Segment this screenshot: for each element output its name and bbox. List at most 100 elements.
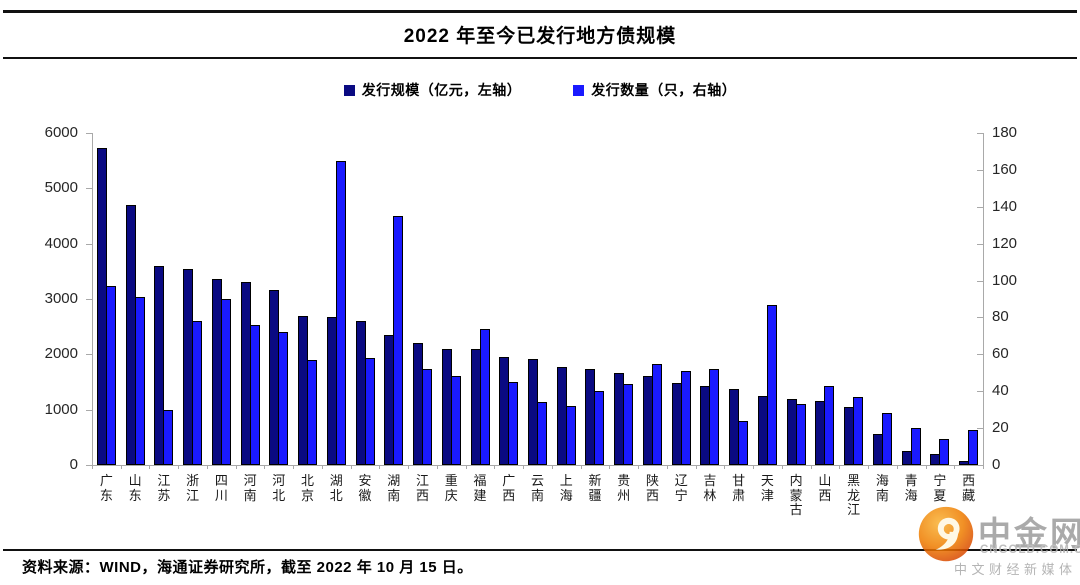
x-axis-category-label: 吉林 xyxy=(703,473,717,503)
y-axis-tick-label: 4000 xyxy=(44,234,78,252)
right-axis-tick xyxy=(977,133,983,134)
x-axis-tick xyxy=(264,465,266,469)
issuance-count-bar xyxy=(738,420,749,465)
issuance-count-bar xyxy=(220,299,231,465)
watermark-tagline: 中文财经新媒体 xyxy=(954,562,1077,577)
x-axis-category-label: 广东 xyxy=(99,473,113,503)
y-axis-tick xyxy=(86,299,92,300)
right-axis-tick xyxy=(977,243,983,245)
right-axis-tick-label: 80 xyxy=(992,308,1009,326)
x-axis-tick xyxy=(149,465,151,469)
x-axis-tick xyxy=(465,465,467,469)
issuance-count-bar xyxy=(450,376,461,465)
scale-series-swatch xyxy=(343,84,355,96)
x-axis-category-label: 山东 xyxy=(128,473,142,503)
x-axis-category-label: 福建 xyxy=(473,473,487,503)
y-axis-tick xyxy=(86,409,92,411)
issuance-count-bar xyxy=(278,332,289,465)
x-axis-tick xyxy=(896,465,898,469)
right-axis-tick xyxy=(977,354,983,356)
right-axis-tick xyxy=(977,428,983,430)
issuance-count-bar xyxy=(393,216,404,465)
issuance-count-bar xyxy=(910,428,921,465)
x-axis-category-label: 陕西 xyxy=(645,473,659,503)
issuance-count-bar xyxy=(163,409,174,465)
issuance-count-bar xyxy=(680,370,691,465)
x-axis-tick xyxy=(178,465,180,469)
legend-item-count: 发行数量（只，右轴） xyxy=(573,80,736,100)
chart: 6000 5000 4000 3000 2000 1000 0 180 160 140 120 100… xyxy=(0,124,1080,555)
x-axis-category-label: 宁夏 xyxy=(933,473,947,503)
issuance-count-bar xyxy=(105,286,116,465)
title-underline-rule xyxy=(3,57,1077,59)
issuance-count-bar xyxy=(594,391,605,465)
x-axis-category-label: 湖北 xyxy=(329,473,343,503)
x-axis-tick xyxy=(724,465,726,469)
x-axis-category-label: 内蒙古 xyxy=(789,473,803,518)
y-axis-tick-label: 3000 xyxy=(44,290,78,307)
x-axis-tick xyxy=(293,465,295,469)
x-axis-tick xyxy=(954,465,956,469)
x-axis-category-label: 贵州 xyxy=(617,473,631,503)
issuance-count-bar xyxy=(479,328,490,465)
right-axis-tick xyxy=(977,391,983,393)
legend-label-count: 发行数量（只，右轴） xyxy=(591,82,737,98)
right-axis-line xyxy=(983,133,984,466)
issuance-count-bar xyxy=(508,382,519,465)
issuance-count-bar xyxy=(537,402,547,465)
y-axis-tick xyxy=(86,243,92,245)
right-axis-tick xyxy=(977,317,983,319)
x-axis-tick xyxy=(695,465,697,469)
x-axis-line xyxy=(92,465,984,466)
legend: 发行规模（亿元，左轴） 发行数量（只，右轴） xyxy=(0,80,1080,100)
issuance-count-bar xyxy=(565,405,576,465)
x-axis-tick xyxy=(781,465,783,469)
x-axis-category-label: 海南 xyxy=(875,473,889,503)
x-axis-tick xyxy=(753,465,755,469)
issuance-count-bar xyxy=(335,160,346,465)
right-axis-tick-label: 40 xyxy=(992,382,1009,400)
issuance-count-bar xyxy=(766,304,777,465)
x-axis-tick xyxy=(408,465,410,469)
x-axis-tick xyxy=(235,465,237,469)
x-axis-tick xyxy=(436,465,438,469)
right-axis-tick xyxy=(977,206,983,208)
x-axis-tick xyxy=(925,465,927,469)
issuance-count-bar xyxy=(623,383,634,465)
x-axis-tick xyxy=(523,465,525,469)
x-axis-tick xyxy=(551,465,553,469)
x-axis-tick xyxy=(868,465,870,469)
issuance-count-bar xyxy=(307,359,318,465)
x-axis-category-label: 四川 xyxy=(214,473,228,503)
watermark-domain: CNGOLD.COM.CN xyxy=(980,544,1080,556)
issuance-count-bar xyxy=(422,369,433,465)
issuance-count-bar xyxy=(134,297,145,465)
legend-label-scale: 发行规模（亿元，左轴） xyxy=(361,82,522,98)
right-axis-tick-label: 140 xyxy=(992,197,1018,215)
issuance-count-bar xyxy=(853,396,864,465)
x-axis-tick xyxy=(92,465,93,469)
right-axis-tick-label: 20 xyxy=(992,419,1009,437)
count-series-swatch xyxy=(573,84,585,96)
y-axis-tick-label: 0 xyxy=(69,456,78,473)
x-axis-category-label: 河南 xyxy=(243,473,257,503)
y-axis-tick xyxy=(86,354,92,356)
y-axis-tick xyxy=(86,465,92,466)
x-axis-tick xyxy=(983,465,984,469)
issuance-count-bar xyxy=(968,429,979,465)
issuance-count-bar xyxy=(824,385,835,465)
issuance-count-bar xyxy=(709,369,720,465)
right-axis-tick-label: 120 xyxy=(992,234,1018,252)
x-axis-tick xyxy=(350,465,352,469)
x-axis-tick xyxy=(321,465,323,469)
x-axis-tick xyxy=(379,465,381,469)
y-axis-tick-label: 2000 xyxy=(44,345,78,363)
issuance-count-bar xyxy=(364,358,375,465)
x-axis-tick xyxy=(810,465,812,469)
y-axis-tick-label: 6000 xyxy=(44,124,78,141)
x-axis-category-label: 北京 xyxy=(301,473,315,503)
x-axis-category-label: 辽宁 xyxy=(674,473,688,503)
y-axis-tick xyxy=(86,133,92,134)
x-axis-category-label: 天津 xyxy=(760,473,774,503)
x-axis-tick xyxy=(206,465,208,469)
